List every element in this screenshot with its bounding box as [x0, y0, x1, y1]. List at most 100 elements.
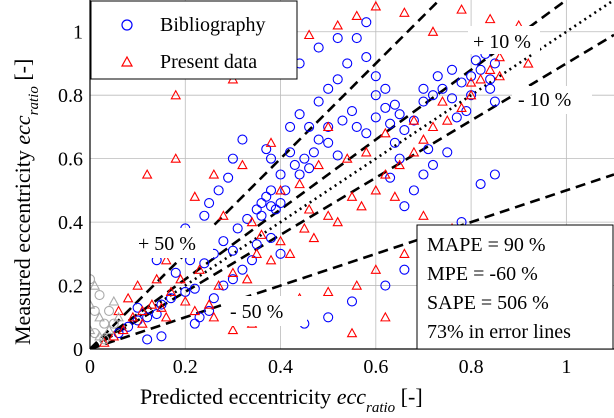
data-point-s1-35 — [494, 51, 506, 62]
data-point-s0-65 — [427, 159, 439, 171]
data-point-s1-27 — [408, 146, 420, 157]
data-point-s1-90 — [380, 127, 391, 138]
data-point-s1-7 — [165, 286, 177, 297]
data-point-s0-124 — [489, 96, 500, 107]
data-point-s0-71 — [361, 52, 372, 63]
data-point-s1-45 — [351, 10, 363, 21]
data-point-s1-38 — [170, 89, 182, 100]
y-tick-label-1: 0.2 — [58, 276, 83, 298]
data-point-s1-24 — [370, 184, 382, 195]
data-point-s0-19 — [256, 198, 267, 209]
data-point-s1-88 — [313, 159, 324, 170]
data-point-s1-76 — [380, 311, 391, 322]
error-line-0 — [90, 0, 441, 349]
tick-labels: 0 0.2 0.4 0.6 0.8 1 0 0.2 0.4 0.6 0.8 1 — [58, 22, 571, 378]
data-point-s0-35 — [308, 147, 319, 158]
stats-mpe: MPE = -60 % — [427, 263, 538, 285]
data-point-s2-10 — [99, 334, 110, 345]
data-point-s0-125 — [423, 144, 434, 155]
data-point-s0-103 — [265, 232, 277, 244]
data-point-s0-74 — [332, 74, 343, 85]
data-point-s1-0 — [98, 337, 110, 347]
data-point-s1-80 — [151, 273, 163, 284]
data-point-s0-31 — [289, 159, 300, 171]
data-point-s1-12 — [227, 267, 239, 278]
y-axis-label-sub: ratio — [26, 86, 42, 116]
data-point-s1-5 — [146, 299, 158, 309]
data-point-s0-90 — [142, 334, 153, 345]
data-point-s1-1 — [108, 330, 120, 341]
data-point-s0-29 — [261, 144, 272, 155]
data-point-s0-112 — [237, 134, 248, 145]
data-point-s1-16 — [275, 235, 286, 246]
data-point-s0-51 — [418, 96, 429, 107]
data-point-s0-25 — [275, 198, 286, 209]
data-point-s0-52 — [427, 90, 439, 101]
data-point-s0-123 — [485, 83, 496, 94]
data-point-s0-100 — [475, 178, 486, 190]
y-axis-label-unit: [-] — [10, 59, 35, 86]
data-point-s1-66 — [399, 248, 410, 258]
data-point-s0-53 — [437, 83, 448, 94]
data-point-s1-86 — [275, 184, 286, 195]
legend-label-bibliography: Bibliography — [160, 14, 266, 36]
data-point-s0-7 — [165, 293, 177, 304]
data-point-s1-85 — [246, 216, 258, 227]
data-point-s0-10 — [170, 267, 181, 278]
data-point-s2-11 — [103, 324, 115, 335]
data-point-s1-9 — [189, 305, 201, 316]
data-point-s0-119 — [418, 83, 429, 94]
data-point-s0-47 — [389, 99, 400, 110]
data-point-s0-75 — [323, 83, 334, 94]
data-point-s0-102 — [275, 248, 286, 259]
annotation-plus10: + 10 % — [473, 31, 531, 53]
data-point-s0-45 — [380, 102, 391, 113]
data-point-s0-33 — [299, 153, 310, 164]
data-point-s1-2 — [118, 324, 129, 335]
data-point-s1-87 — [294, 178, 305, 189]
data-point-s2-3 — [90, 299, 96, 309]
data-point-s0-64 — [442, 147, 453, 158]
data-point-s0-111 — [227, 153, 238, 164]
data-point-s0-14 — [218, 236, 229, 247]
data-point-s2-2 — [94, 290, 105, 301]
data-point-s1-59 — [360, 146, 372, 157]
data-point-s0-94 — [346, 296, 358, 307]
data-point-s1-56 — [237, 159, 248, 170]
data-point-s0-55 — [456, 77, 467, 88]
data-point-s0-84 — [218, 280, 229, 291]
data-point-s1-30 — [441, 115, 453, 125]
data-point-s0-116 — [361, 17, 372, 28]
stats-box-frame — [416, 224, 614, 350]
data-point-s1-55 — [208, 168, 220, 179]
data-point-s0-76 — [313, 96, 324, 107]
data-point-s1-69 — [322, 286, 334, 297]
data-point-s0-96 — [399, 264, 410, 275]
x-axis-label-sub: ratio — [366, 400, 396, 416]
stats-error-lines: 73% in error lines — [427, 321, 571, 343]
data-point-s1-26 — [394, 159, 405, 170]
data-point-s1-11 — [213, 280, 224, 290]
data-point-s0-43 — [361, 128, 372, 139]
data-point-s2-13 — [113, 311, 124, 322]
data-point-s0-4 — [151, 309, 162, 320]
data-point-s0-115 — [332, 33, 343, 44]
data-point-s1-79 — [132, 280, 143, 290]
minus50-label-bg — [225, 296, 307, 326]
data-point-s1-81 — [160, 254, 172, 265]
data-point-s1-14 — [251, 248, 263, 258]
data-point-s2-12 — [108, 318, 119, 329]
data-point-s0-37 — [323, 137, 334, 148]
y-axis-label-var: ecc — [10, 115, 35, 145]
data-point-s1-48 — [427, 26, 439, 36]
data-point-s2-0 — [90, 274, 96, 285]
data-point-s0-18 — [251, 204, 262, 215]
data-point-s0-67 — [408, 185, 419, 196]
data-point-s0-9 — [189, 283, 200, 294]
data-point-s1-31 — [456, 102, 467, 113]
data-point-s0-120 — [432, 71, 443, 82]
data-point-s1-100 — [175, 273, 186, 284]
y-tick-label-5: 1 — [73, 22, 83, 44]
annotation-minus10: - 10 % — [518, 89, 571, 111]
x-tick-label-1: 0.2 — [173, 356, 198, 378]
